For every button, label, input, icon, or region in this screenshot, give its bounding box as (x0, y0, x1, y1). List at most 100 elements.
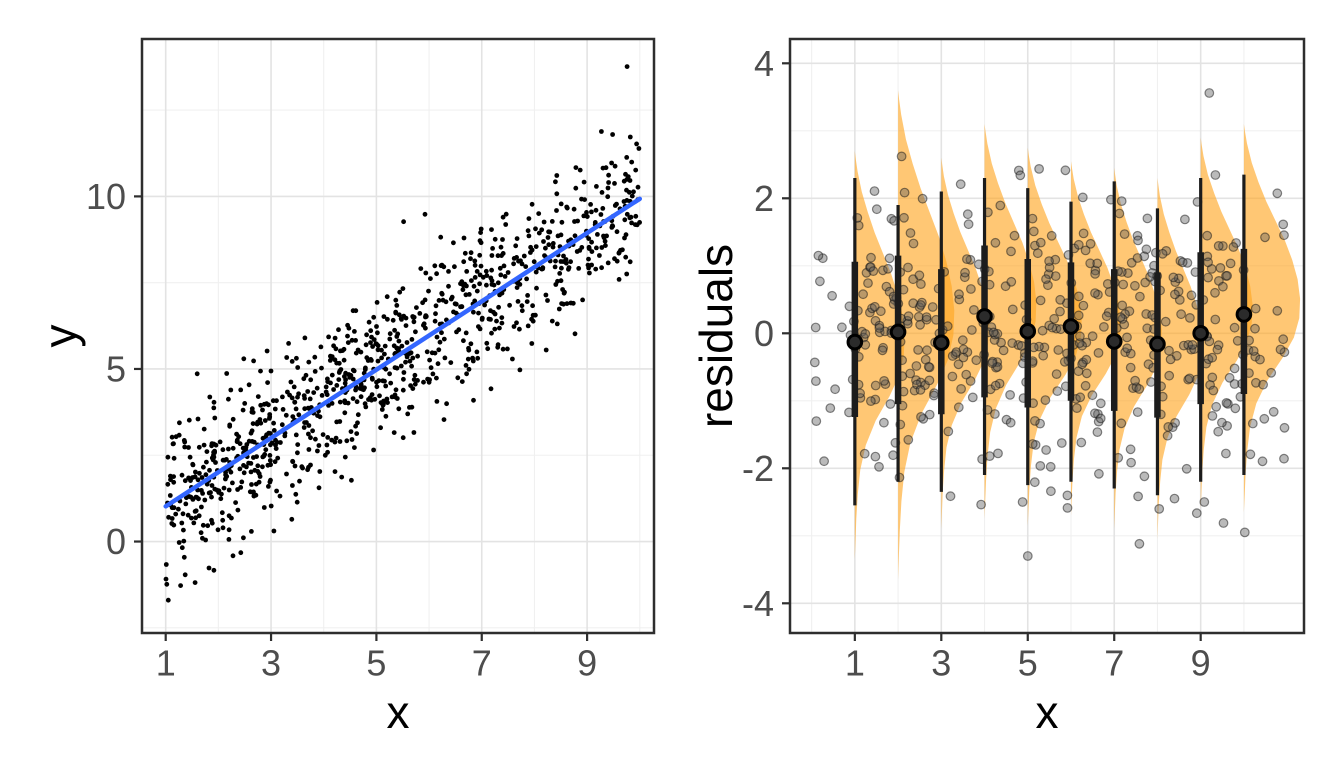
residual-point (1115, 312, 1126, 323)
data-point (629, 159, 635, 165)
data-point (564, 204, 570, 210)
data-point (296, 412, 302, 418)
residual-point (905, 228, 916, 238)
residual-point (1095, 413, 1106, 424)
left-x-axis-title: x (386, 686, 410, 738)
data-point (627, 134, 633, 140)
residual-point (1225, 258, 1236, 269)
data-point (291, 384, 297, 390)
residual-point (815, 276, 825, 287)
data-point (392, 365, 398, 370)
data-point (369, 375, 375, 381)
data-point (290, 414, 296, 419)
data-point (612, 256, 617, 262)
residual-point (1005, 390, 1015, 400)
data-point (534, 285, 539, 291)
data-point (211, 399, 217, 405)
data-point (588, 202, 593, 207)
data-point (495, 280, 501, 286)
residual-point (1157, 248, 1168, 259)
data-point (449, 294, 455, 300)
data-point (463, 363, 469, 368)
data-point (600, 206, 606, 211)
data-point (209, 517, 214, 523)
data-point (179, 472, 185, 478)
residual-point (1125, 444, 1136, 455)
data-point (525, 323, 531, 329)
data-point (403, 323, 409, 328)
data-point (273, 442, 278, 448)
residual-point (1260, 232, 1270, 243)
residual-point (1210, 314, 1221, 325)
data-point (559, 219, 565, 225)
data-point (364, 355, 370, 361)
data-point (186, 494, 192, 499)
data-point (536, 211, 542, 217)
residual-point (1203, 257, 1213, 268)
data-point (370, 344, 375, 349)
data-point (603, 243, 608, 249)
residual-point (859, 448, 870, 459)
median-point (1192, 325, 1209, 342)
data-point (459, 304, 465, 310)
data-point (553, 179, 558, 185)
data-point (612, 163, 618, 169)
residual-point (1049, 313, 1060, 324)
data-point (624, 211, 630, 217)
data-point (213, 460, 218, 465)
residual-point (987, 358, 997, 369)
residual-point (1218, 518, 1229, 528)
data-point (572, 233, 578, 239)
residual-point (1139, 471, 1150, 482)
data-point (208, 490, 213, 495)
residual-point (1160, 316, 1171, 327)
data-point (581, 179, 587, 185)
data-point (301, 376, 307, 382)
residual-point (1044, 256, 1054, 267)
data-point (179, 520, 185, 526)
residual-point (1216, 417, 1227, 428)
residual-point (1268, 406, 1279, 417)
data-point (401, 370, 407, 375)
data-point (466, 366, 472, 372)
residual-point (1199, 497, 1210, 507)
data-point (266, 402, 271, 408)
data-point (446, 269, 451, 274)
data-point (636, 146, 642, 151)
data-point (390, 317, 396, 323)
data-point (514, 255, 519, 260)
data-point (498, 272, 504, 278)
data-point (355, 420, 360, 426)
residual-point (1032, 248, 1043, 259)
residual-point (966, 284, 976, 294)
data-point (342, 400, 348, 406)
residual-point (916, 412, 926, 422)
data-point (177, 420, 182, 426)
residual-point (1119, 229, 1130, 240)
residual-point (912, 379, 922, 390)
data-point (594, 245, 599, 251)
data-point (199, 475, 205, 480)
data-point (211, 449, 217, 455)
data-point (576, 266, 582, 271)
residual-point (995, 200, 1006, 211)
data-point (301, 393, 307, 398)
data-point (407, 358, 413, 364)
residual-point (914, 270, 925, 281)
data-point (468, 256, 473, 262)
data-point (425, 376, 430, 382)
data-point (602, 238, 608, 244)
data-point (436, 347, 442, 353)
data-point (239, 479, 245, 485)
data-point (413, 329, 418, 335)
scatter-points (163, 64, 642, 603)
residual-point (1050, 271, 1061, 282)
residual-point (1130, 375, 1140, 386)
residual-point (903, 262, 913, 273)
data-point (256, 479, 262, 485)
residual-point (1133, 491, 1143, 502)
data-point (186, 445, 191, 450)
residual-point (899, 212, 909, 223)
data-point (209, 483, 215, 488)
data-point (241, 470, 247, 476)
